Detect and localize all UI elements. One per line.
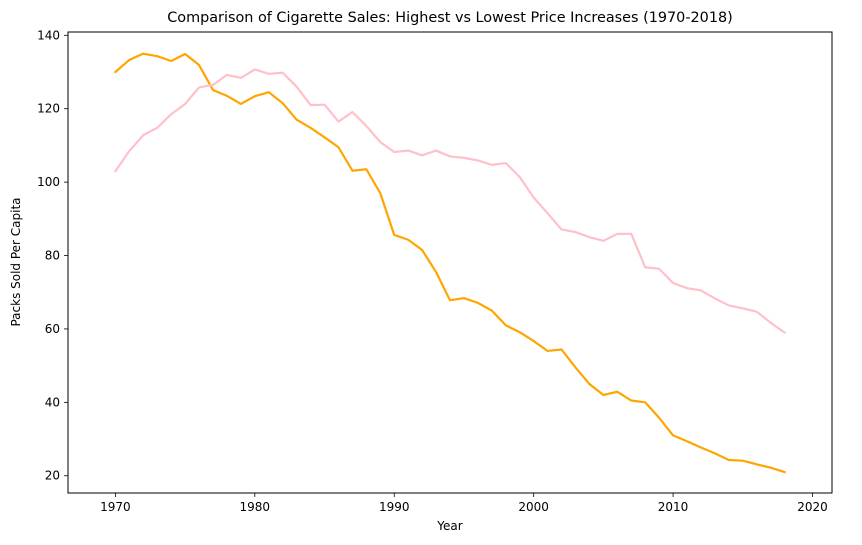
x-tick-label: 1970 (100, 500, 131, 514)
y-tick-label: 100 (37, 175, 60, 189)
y-axis: 20 40 60 80 100 120 140 (37, 28, 68, 483)
x-axis: 1970 1980 1990 2000 2010 2020 (100, 493, 828, 514)
y-tick-label: 140 (37, 28, 60, 42)
x-axis-label: Year (436, 519, 462, 533)
y-tick-label: 80 (45, 249, 60, 263)
y-axis-label: Packs Sold Per Capita (9, 197, 23, 326)
y-tick-label: 40 (45, 395, 60, 409)
x-tick-label: 1980 (240, 500, 271, 514)
series-layer (113, 52, 787, 474)
chart-title: Comparison of Cigarette Sales: Highest v… (167, 10, 733, 26)
series-line-2 (113, 68, 787, 335)
x-tick-label: 2000 (518, 500, 549, 514)
series-line-1 (113, 52, 786, 474)
x-tick-label: 2020 (797, 500, 828, 514)
plot-frame (67, 31, 833, 494)
y-tick-label: 60 (45, 322, 60, 336)
y-tick-label: 120 (37, 102, 60, 116)
y-tick-label: 20 (45, 469, 60, 483)
x-tick-label: 2010 (658, 500, 689, 514)
x-tick-label: 1990 (379, 500, 410, 514)
plot-area (68, 32, 832, 493)
